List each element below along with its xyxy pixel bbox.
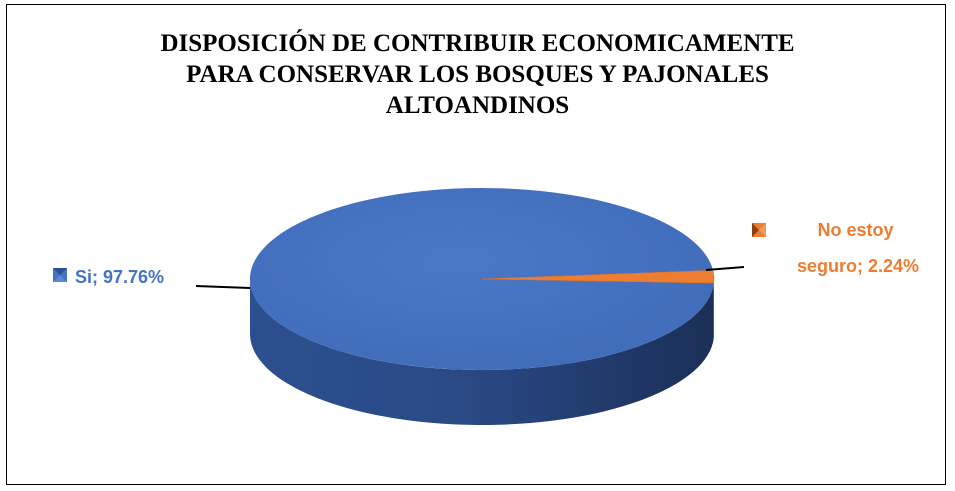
pie-slice-si-side (250, 279, 714, 426)
pie-slice-si (250, 188, 714, 371)
legend-key-si (53, 268, 67, 282)
chart-title-line-1: DISPOSICIÓN DE CONTRIBUIR ECONOMICAMENTE (160, 30, 795, 57)
data-label-no-estoy-seguro-line-2: seguro; 2.24% (797, 256, 919, 276)
pie-group (250, 188, 715, 426)
chart-title: DISPOSICIÓN DE CONTRIBUIR ECONOMICAMENTE… (0, 28, 955, 121)
data-label-no-estoy-seguro: No estoy seguro; 2.24% (797, 220, 919, 276)
leader-line-si (195, 285, 251, 289)
chart-title-line-2: PARA CONSERVAR LOS BOSQUES Y PAJONALES (186, 61, 769, 88)
legend-key-no-estoy-seguro (752, 223, 766, 237)
chart-title-line-3: ALTOANDINOS (385, 92, 570, 119)
leader-line-no-estoy-seguro (705, 266, 745, 271)
data-label-si: Si; 97.76% (75, 267, 164, 287)
data-label-no-estoy-seguro-line-1: No estoy (817, 220, 893, 240)
